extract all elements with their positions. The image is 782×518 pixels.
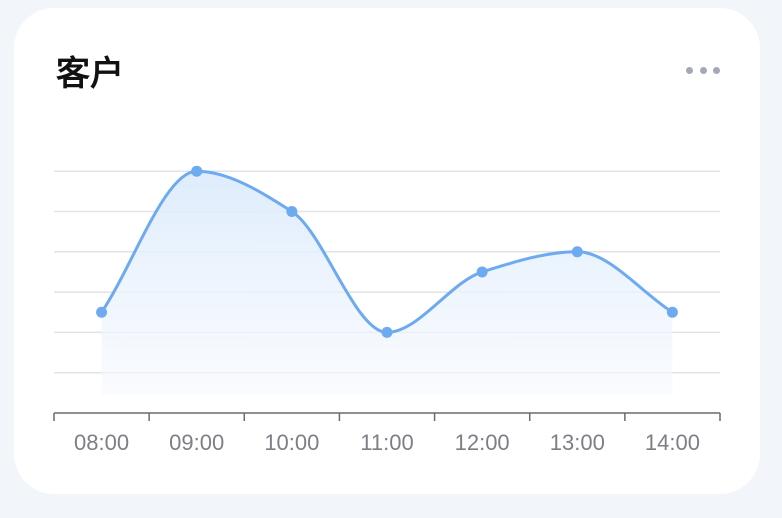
data-point bbox=[476, 266, 488, 278]
x-tick-label: 12:00 bbox=[455, 430, 510, 455]
more-options-icon[interactable] bbox=[686, 60, 720, 80]
more-dot bbox=[713, 66, 720, 74]
x-tick-label: 09:00 bbox=[169, 430, 224, 455]
data-point bbox=[666, 306, 678, 318]
data-point bbox=[96, 306, 108, 318]
x-tick-label: 13:00 bbox=[550, 430, 605, 455]
x-tick-label: 14:00 bbox=[645, 430, 700, 455]
data-point bbox=[191, 165, 203, 177]
x-tick-label: 08:00 bbox=[74, 430, 129, 455]
x-tick-label: 11:00 bbox=[360, 430, 413, 455]
more-dot bbox=[699, 66, 707, 74]
data-point bbox=[286, 206, 298, 217]
data-point bbox=[571, 246, 583, 258]
x-tick-label: 10:00 bbox=[264, 430, 319, 455]
series-area bbox=[101, 171, 673, 395]
card-title: 客户 bbox=[56, 54, 124, 94]
more-dot bbox=[686, 66, 693, 74]
data-point bbox=[381, 326, 393, 338]
